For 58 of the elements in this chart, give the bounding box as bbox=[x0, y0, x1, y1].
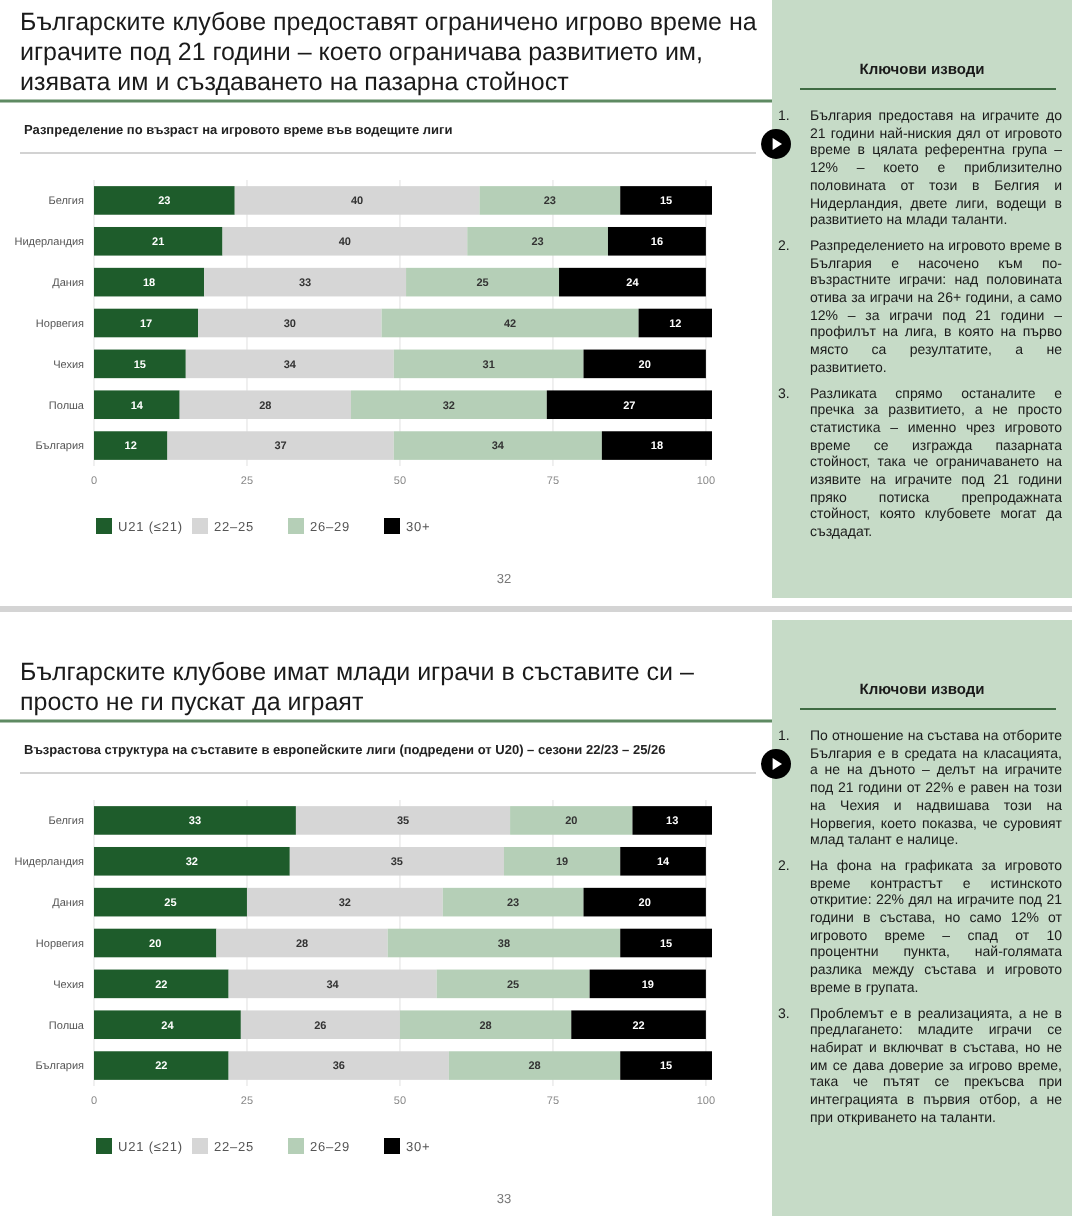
bar bbox=[167, 431, 394, 460]
bar bbox=[216, 928, 388, 958]
bar bbox=[246, 887, 443, 917]
bar bbox=[198, 308, 382, 338]
bar bbox=[94, 390, 180, 420]
bar bbox=[620, 846, 706, 876]
bar bbox=[94, 349, 186, 379]
chart-title: Българските клубове предоставят ограничено игрово време на играчите под 21 години – което ограничава развитието им, изявата им и създаването на пазарна стойност bbox=[20, 8, 759, 98]
chart-title: Българските клубове имат млади играчи в съставите си – просто не ги пускат да играят bbox=[20, 658, 696, 718]
bar bbox=[179, 390, 351, 420]
bar bbox=[94, 267, 205, 297]
bar bbox=[448, 1051, 621, 1080]
bar bbox=[442, 887, 584, 917]
bar bbox=[94, 308, 199, 338]
bar bbox=[94, 928, 217, 958]
bar bbox=[467, 226, 608, 256]
bar bbox=[350, 390, 547, 420]
bar bbox=[234, 186, 480, 215]
bar bbox=[94, 846, 290, 876]
bar bbox=[228, 969, 437, 999]
bar bbox=[94, 431, 168, 460]
bar bbox=[571, 1010, 706, 1040]
bar bbox=[94, 969, 229, 999]
bar bbox=[620, 1051, 712, 1080]
bar bbox=[559, 267, 706, 297]
bar bbox=[94, 1010, 241, 1040]
bar bbox=[601, 431, 712, 460]
bar bbox=[436, 969, 590, 999]
bar bbox=[589, 969, 706, 999]
bar bbox=[406, 267, 560, 297]
bar bbox=[381, 308, 639, 338]
bar bbox=[620, 186, 712, 215]
bar bbox=[94, 806, 296, 835]
bar bbox=[620, 928, 712, 958]
bar bbox=[94, 226, 223, 256]
bar bbox=[289, 846, 504, 876]
bar bbox=[94, 1051, 229, 1080]
bar bbox=[399, 1010, 572, 1040]
bar bbox=[228, 1051, 449, 1080]
bar bbox=[393, 431, 602, 460]
bar bbox=[583, 887, 706, 917]
bar bbox=[479, 186, 621, 215]
bar bbox=[607, 226, 706, 256]
bar bbox=[546, 390, 712, 420]
bar bbox=[94, 887, 247, 917]
bar bbox=[387, 928, 621, 958]
bar bbox=[240, 1010, 400, 1040]
bar bbox=[510, 806, 633, 835]
bar bbox=[94, 186, 235, 215]
bar bbox=[632, 806, 712, 835]
bar bbox=[583, 349, 706, 379]
bar bbox=[393, 349, 584, 379]
bar bbox=[503, 846, 621, 876]
bar bbox=[185, 349, 394, 379]
bar bbox=[204, 267, 407, 297]
bar bbox=[295, 806, 511, 835]
bar bbox=[222, 226, 468, 256]
bar bbox=[638, 308, 712, 338]
